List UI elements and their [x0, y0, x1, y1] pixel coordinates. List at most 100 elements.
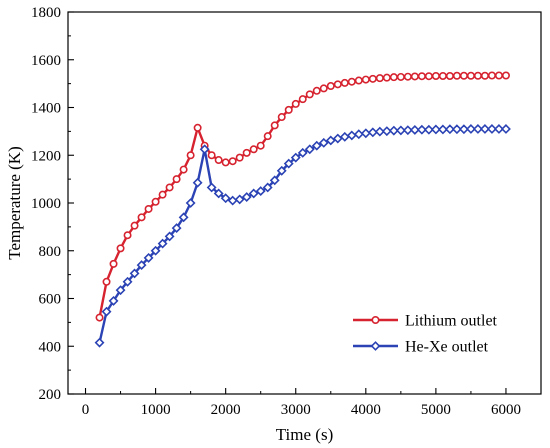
data-point — [248, 188, 259, 199]
data-point — [116, 244, 125, 253]
data-point — [298, 95, 307, 104]
data-point — [171, 223, 182, 234]
data-point — [487, 124, 497, 134]
data-point — [444, 124, 455, 135]
data-point — [304, 144, 315, 155]
x-tick-label: 6000 — [491, 402, 521, 418]
data-point — [102, 277, 111, 286]
data-point — [325, 135, 336, 146]
x-tick-label: 3000 — [281, 402, 311, 418]
x-tick-label: 2000 — [211, 402, 241, 418]
legend-label-hexe: He-Xe outlet — [405, 339, 489, 356]
legend-marker-hexe — [370, 341, 381, 351]
y-tick-label: 800 — [39, 244, 62, 260]
data-point — [192, 177, 203, 188]
data-point — [179, 165, 188, 174]
data-point — [319, 84, 328, 93]
data-point — [388, 125, 399, 136]
data-point — [480, 71, 489, 80]
data-point — [361, 75, 370, 84]
data-point — [206, 182, 217, 193]
data-point — [228, 157, 237, 166]
tick-labels: 0 1000 2000 3000 4000 5000 6000 200 400 600 800 100… — [31, 5, 521, 418]
data-point — [213, 188, 224, 199]
data-point — [382, 73, 391, 82]
data-point — [263, 132, 272, 141]
data-point — [431, 71, 440, 80]
data-point — [143, 252, 154, 263]
data-point — [438, 71, 447, 80]
data-point — [94, 337, 105, 348]
data-point — [340, 78, 349, 87]
data-point — [242, 148, 251, 157]
data-point — [241, 192, 252, 202]
data-point — [389, 73, 398, 82]
data-point — [122, 276, 133, 287]
data-point — [130, 221, 139, 230]
data-point — [353, 129, 364, 140]
data-point — [277, 113, 286, 122]
data-point — [262, 182, 273, 193]
series-layer — [94, 71, 511, 348]
data-point — [151, 197, 160, 206]
data-point — [193, 123, 202, 132]
series-lithium — [95, 71, 510, 322]
data-point — [375, 74, 384, 83]
data-point — [333, 80, 342, 89]
data-point — [395, 125, 406, 136]
data-point — [290, 152, 301, 163]
data-point — [284, 105, 293, 114]
data-point — [473, 71, 482, 80]
x-tick-label: 0 — [82, 402, 90, 418]
data-point — [256, 141, 265, 150]
y-tick-label: 600 — [39, 292, 62, 308]
data-point — [423, 124, 434, 135]
data-point — [318, 137, 329, 148]
data-point — [157, 238, 168, 249]
data-point — [396, 72, 405, 81]
data-point — [501, 71, 510, 80]
data-point — [312, 86, 321, 95]
x-axis-label: Time (s) — [276, 425, 333, 444]
data-point — [424, 72, 433, 81]
data-point — [465, 124, 476, 134]
x-tick-label: 5000 — [421, 402, 451, 418]
data-point — [487, 71, 496, 80]
data-point — [402, 125, 413, 136]
data-point — [326, 82, 335, 91]
data-point — [332, 133, 343, 144]
data-point — [305, 90, 314, 99]
y-tick-label: 200 — [39, 387, 62, 403]
data-point — [339, 131, 350, 142]
data-point — [269, 175, 280, 186]
data-point — [136, 260, 147, 271]
data-point — [249, 145, 258, 154]
legend-marker-lithium — [371, 315, 380, 324]
data-point — [452, 71, 461, 80]
y-tick-label: 400 — [39, 339, 62, 355]
data-point — [235, 153, 244, 162]
y-axis-label: Temperature (K) — [5, 146, 24, 260]
y-tick-label: 1200 — [31, 148, 61, 164]
data-point — [214, 156, 223, 165]
data-point — [172, 175, 181, 184]
data-point — [150, 245, 161, 256]
y-tick-label: 1800 — [31, 5, 61, 21]
data-point — [109, 259, 118, 268]
data-point — [144, 204, 153, 213]
data-point — [270, 121, 279, 130]
data-point — [185, 198, 196, 208]
data-point — [409, 125, 420, 135]
data-point — [276, 165, 287, 176]
data-point — [137, 213, 146, 222]
data-point — [297, 147, 308, 158]
plot-frame — [67, 11, 542, 395]
data-point — [186, 151, 195, 160]
data-point — [451, 124, 462, 135]
data-point — [123, 231, 132, 240]
data-point — [165, 183, 174, 192]
x-tick-label: 4000 — [351, 402, 381, 418]
data-point — [381, 126, 392, 137]
data-point — [255, 186, 266, 196]
data-point — [311, 140, 322, 151]
